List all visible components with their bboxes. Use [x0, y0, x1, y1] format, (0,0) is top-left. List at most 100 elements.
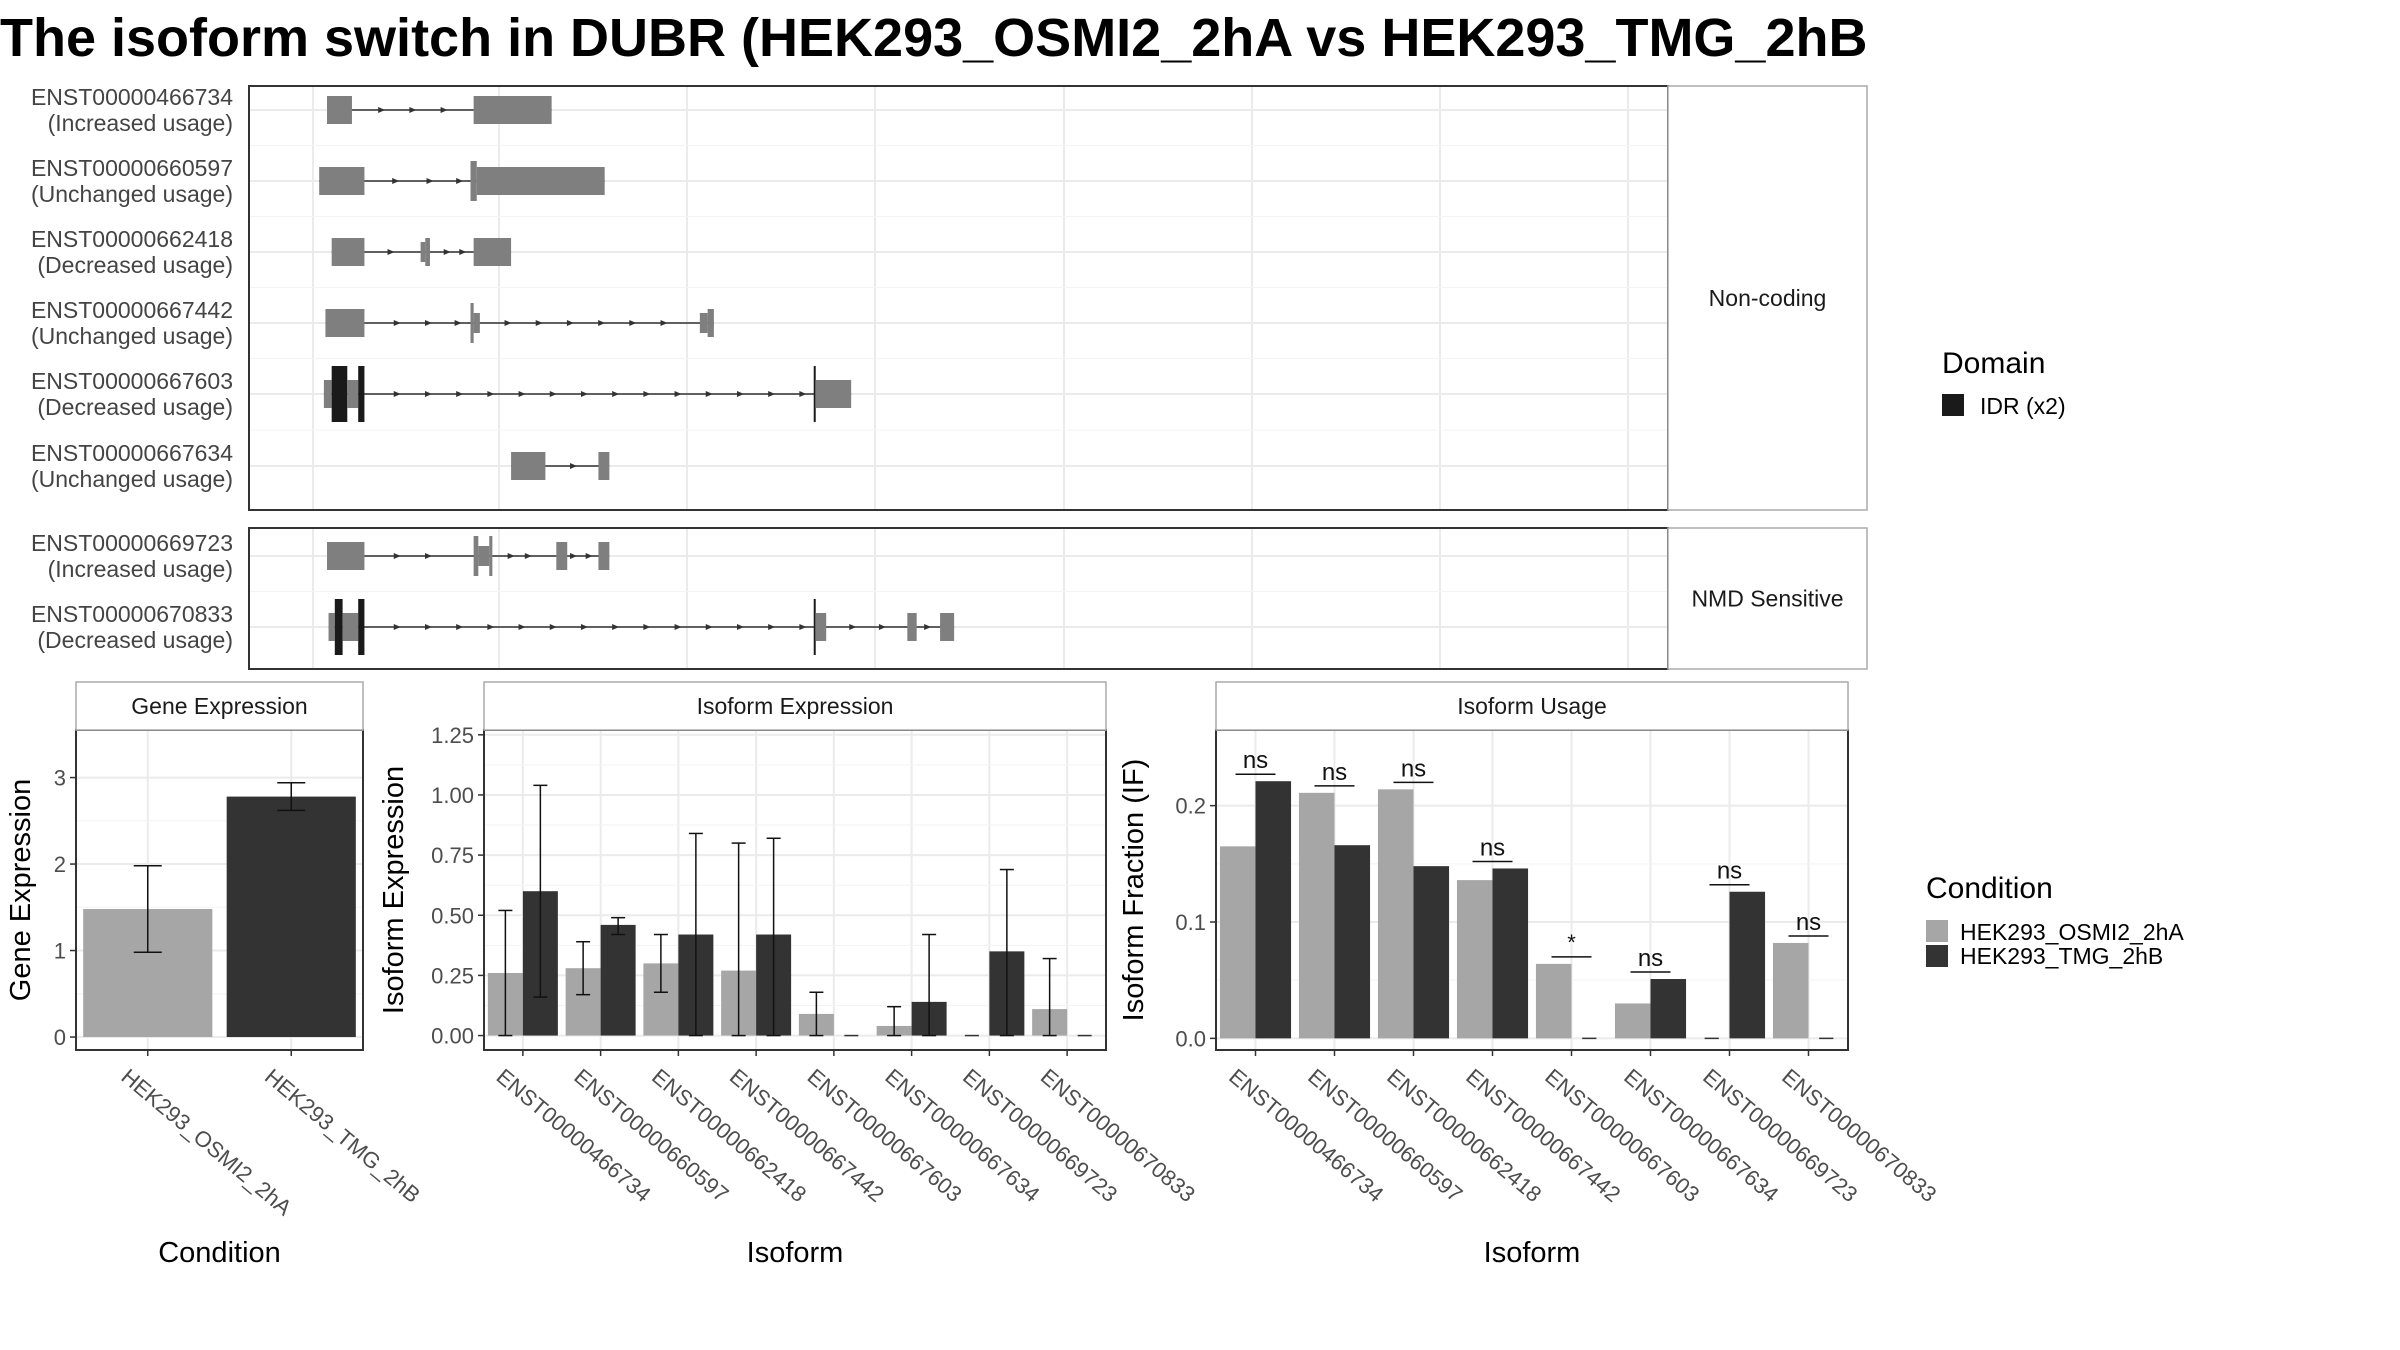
significance-label: ns	[1243, 747, 1268, 774]
exon-block	[347, 380, 359, 408]
y-tick-label: 3	[54, 766, 66, 791]
bar-HEK293_TMG_2hB-1	[226, 796, 356, 1038]
intron-arrow	[392, 178, 400, 184]
intron-arrow	[387, 249, 395, 255]
isoform-expression-chart: Isoform Expression 0.00 0.25 0.50 0.75 1.00 1.…	[378, 681, 1200, 1269]
y-tick-label: 0.50	[431, 903, 474, 928]
domain-block	[334, 599, 343, 655]
intron-arrow	[424, 553, 432, 559]
y-axis-label: Gene Expression	[5, 779, 37, 1001]
y-tick-label: 1.25	[431, 723, 474, 748]
domain-block	[358, 366, 365, 422]
isoform-usage-label: (Decreased usage)	[37, 252, 233, 278]
intron-arrow	[736, 391, 744, 397]
bar-ENST00000466734-2	[1255, 781, 1292, 1039]
exon-block	[815, 380, 852, 408]
bar-ENST00000667634-2	[1650, 979, 1687, 1039]
domain-legend-label: IDR (x2)	[1980, 393, 2066, 419]
bar-ENST00000667442-2	[1492, 868, 1529, 1039]
isoform-id-label: ENST00000667442	[31, 297, 233, 323]
isoform-id-label: ENST00000667603	[31, 368, 233, 394]
y-tick-label: 0.0	[1175, 1026, 1206, 1051]
intron-arrow	[549, 624, 557, 630]
intron-arrow	[629, 320, 637, 326]
intron-arrow	[456, 624, 464, 630]
y-tick-label: 2	[54, 852, 66, 877]
exon-block	[473, 238, 512, 266]
y-tick-label: 0.25	[431, 963, 474, 988]
y-tick-label: 0.00	[431, 1024, 474, 1049]
exon-block	[707, 309, 714, 337]
exon-block	[511, 452, 546, 480]
exon-block	[342, 613, 359, 641]
significance-label: ns	[1480, 834, 1505, 861]
domain-block	[813, 599, 816, 655]
isoform-id-label: ENST00000667634	[31, 440, 233, 466]
intron-arrow	[535, 320, 543, 326]
isoform-usage-label: (Unchanged usage)	[31, 181, 233, 207]
intron-arrow	[768, 391, 776, 397]
intron-arrow	[570, 463, 578, 469]
gene-expression-chart: Gene Expression 0 1 2 3 Gene Expression HEK293…	[5, 681, 425, 1269]
intron-arrow	[424, 624, 432, 630]
intron-arrow	[849, 624, 857, 630]
exon-block	[325, 309, 365, 337]
intron-arrow	[768, 624, 776, 630]
bar-ENST00000667603-1	[1535, 963, 1572, 1039]
y-tick-label: 0.75	[431, 843, 474, 868]
structure-strip	[1667, 85, 1868, 511]
domain-legend-title: Domain	[1942, 347, 2045, 380]
isoform-track-ENST00000660597	[319, 161, 605, 201]
chart-strip	[483, 681, 1107, 731]
bar-ENST00000660597-2	[600, 924, 636, 1036]
bar-ENST00000667442-1	[1456, 880, 1493, 1039]
y-tick-label: 0	[54, 1025, 66, 1050]
domain-block	[331, 366, 348, 422]
bar-ENST00000660597-1	[1298, 792, 1335, 1039]
significance-label: ns	[1796, 909, 1821, 936]
y-tick-label: 1	[54, 939, 66, 964]
intron-arrow	[580, 391, 588, 397]
intron-arrow	[705, 391, 713, 397]
intron-arrow	[393, 553, 401, 559]
intron-arrow	[660, 320, 668, 326]
chart-title: Gene Expression	[131, 693, 307, 719]
intron-arrow	[643, 624, 651, 630]
bar-ENST00000669723-2	[1729, 891, 1766, 1039]
x-axis-label: Isoform	[1484, 1237, 1581, 1269]
transcript-structure-panel: ENST00000466734(Increased usage) ENST0000…	[31, 84, 1868, 670]
exon-block	[420, 242, 426, 262]
intron-arrow	[426, 178, 434, 184]
exon-block	[478, 546, 490, 566]
intron-arrow	[487, 624, 495, 630]
isoform-id-label: ENST00000662418	[31, 226, 233, 252]
isoform-id-label: ENST00000466734	[31, 84, 233, 110]
exon-block	[328, 613, 335, 641]
intron-arrow	[878, 624, 886, 630]
isoform-usage-label: (Increased usage)	[48, 110, 233, 136]
intron-arrow	[424, 391, 432, 397]
intron-arrow	[454, 320, 462, 326]
bar-ENST00000667634-1	[1614, 1003, 1651, 1039]
isoform-id-label: ENST00000669723	[31, 530, 233, 556]
exon-block	[940, 613, 955, 641]
condition-legend-label-a: HEK293_OSMI2_2hA	[1960, 919, 2184, 945]
y-tick-label: 1.00	[431, 783, 474, 808]
intron-arrow	[612, 624, 620, 630]
intron-arrow	[378, 107, 386, 113]
intron-arrow	[456, 391, 464, 397]
y-tick-label: 0.1	[1175, 910, 1206, 935]
isoform-track-ENST00000466734	[327, 96, 552, 124]
structure-panel-bg	[249, 528, 1668, 669]
isoform-id-label: ENST00000670833	[31, 601, 233, 627]
domain-legend-swatch	[1942, 394, 1964, 416]
isoform-usage-label: (Decreased usage)	[37, 394, 233, 420]
exon-block	[907, 613, 917, 641]
isoform-id-label: ENST00000660597	[31, 155, 233, 181]
isoform-track-ENST00000667603	[323, 366, 852, 422]
intron-arrow	[393, 320, 401, 326]
intron-arrow	[459, 249, 467, 255]
intron-arrow	[487, 391, 495, 397]
exon-block	[319, 167, 365, 195]
exon-block	[598, 542, 610, 570]
